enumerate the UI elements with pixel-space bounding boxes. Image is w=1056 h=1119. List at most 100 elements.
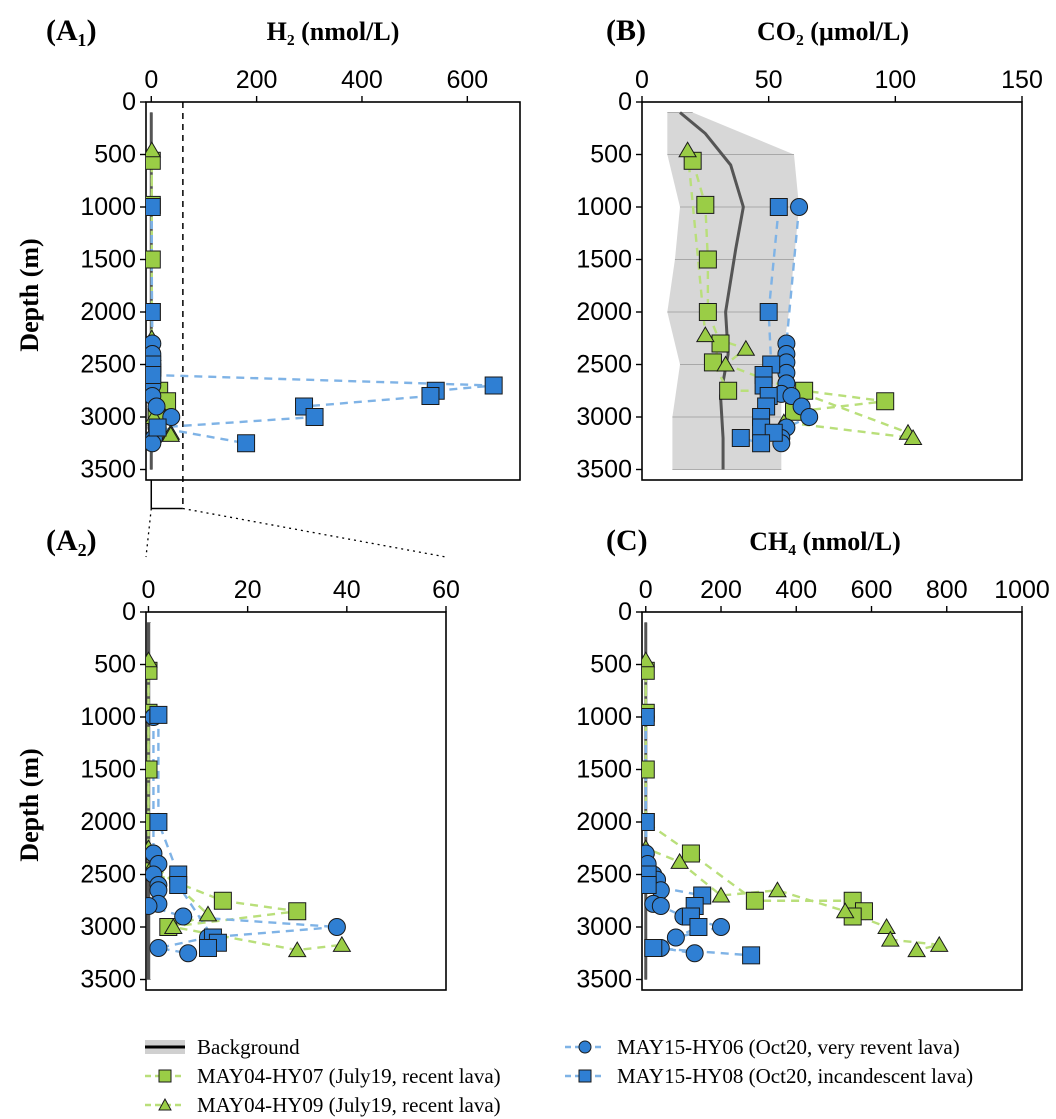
x-tick-label: 100 [874, 66, 916, 94]
data-point-circle [713, 919, 730, 936]
y-tick-label: 3500 [576, 966, 632, 994]
y-tick-label: 500 [590, 651, 632, 679]
x-tick-label: 50 [755, 66, 783, 94]
plot-area [637, 623, 947, 980]
x-tick-label: 0 [142, 576, 156, 604]
y-tick-label: 1500 [80, 756, 136, 784]
x-tick-label: 40 [333, 576, 361, 604]
data-point-circle [791, 199, 808, 216]
y-axis-title: Depth (m) [15, 748, 44, 861]
data-point-square [760, 304, 777, 321]
panel-label: (A₂) [46, 524, 97, 557]
y-tick-label: 3000 [576, 403, 632, 431]
y-tick-label: 500 [94, 141, 136, 169]
data-point-circle [175, 908, 192, 925]
data-point-square [697, 196, 714, 213]
data-point-square [485, 377, 502, 394]
series-line [152, 207, 494, 443]
plot-frame [146, 102, 520, 480]
data-point-triangle [769, 882, 786, 897]
x-tick-label: 200 [700, 576, 742, 604]
data-point-circle [686, 945, 703, 962]
y-tick-label: 3500 [576, 456, 632, 484]
panel-a1: (A₁) H₂ (nmol/L) Depth (m) 0 200 400 600 0 50… [15, 14, 520, 509]
legend-item: MAY04-HY09 (July19, recent lava) [145, 1093, 501, 1117]
y-tick-label: 3000 [80, 403, 136, 431]
x-tick-label: 1000 [994, 576, 1050, 604]
data-point-square [746, 892, 763, 909]
series-line [148, 660, 341, 950]
plot-area [140, 623, 350, 980]
data-point-square [753, 435, 770, 452]
legend-label: MAY15-HY08 (Oct20, incandescent lava) [617, 1064, 973, 1088]
y-tick-label: 0 [618, 88, 632, 116]
y-tick-label: 0 [122, 88, 136, 116]
y-tick-label: 0 [618, 598, 632, 626]
y-tick-label: 0 [122, 598, 136, 626]
data-point-square [149, 419, 166, 436]
x-tick-label: 0 [639, 576, 653, 604]
data-point-square [289, 903, 306, 920]
data-point-square [645, 940, 662, 957]
y-tick-label: 3500 [80, 456, 136, 484]
x-axis-title: H₂ (nmol/L) [267, 17, 400, 46]
y-tick-label: 3500 [80, 966, 136, 994]
y-tick-label: 500 [94, 651, 136, 679]
y-tick-label: 2500 [80, 351, 136, 379]
y-tick-label: 1000 [80, 703, 136, 731]
y-tick-label: 1000 [80, 193, 136, 221]
data-point-square [712, 335, 729, 352]
data-point-square [214, 892, 231, 909]
data-point-square [732, 430, 749, 447]
panel-label: (C) [606, 524, 648, 557]
legend-label: MAY04-HY09 (July19, recent lava) [197, 1093, 501, 1117]
y-axis-title: Depth (m) [15, 238, 44, 351]
legend-item: MAY15-HY08 (Oct20, incandescent lava) [565, 1064, 973, 1088]
series-line [646, 671, 864, 917]
data-point-square [150, 814, 167, 831]
data-point-circle [148, 398, 165, 415]
data-point-square [720, 382, 737, 399]
y-tick-label: 1000 [576, 193, 632, 221]
data-point-square [238, 435, 255, 452]
data-point-circle [328, 919, 345, 936]
y-tick-label: 2500 [80, 861, 136, 889]
data-point-square [770, 199, 787, 216]
x-tick-label: 800 [926, 576, 968, 604]
y-tick-label: 3000 [576, 913, 632, 941]
x-tick-label: 600 [446, 66, 488, 94]
data-point-square [170, 877, 187, 894]
data-point-square [199, 940, 216, 957]
legend-item: MAY15-HY06 (Oct20, very revent lava) [565, 1035, 960, 1059]
data-point-square [150, 706, 167, 723]
zoom-connector [146, 509, 446, 558]
data-point-circle [652, 898, 669, 915]
legend-label: MAY04-HY07 (July19, recent lava) [197, 1064, 501, 1088]
x-axis-title: CH₄ (nmol/L) [749, 527, 901, 556]
panel-label: (B) [606, 14, 646, 47]
x-tick-label: 60 [432, 576, 460, 604]
data-point-square [144, 367, 161, 384]
data-point-square [682, 845, 699, 862]
panel-label: (A₁) [46, 14, 97, 47]
y-tick-label: 1500 [576, 246, 632, 274]
x-tick-label: 400 [775, 576, 817, 604]
y-tick-label: 2000 [576, 298, 632, 326]
legend-item: Background [145, 1035, 300, 1059]
panel-b: (B) CO₂ (µmol/L) 0 50 100 15005001000150020… [576, 14, 1042, 484]
x-tick-label: 0 [635, 66, 649, 94]
y-tick-label: 2000 [80, 298, 136, 326]
data-point-circle [180, 945, 197, 962]
legend: Background MAY04-HY07 (July19, recent lav… [145, 1035, 973, 1117]
data-point-circle [150, 940, 167, 957]
x-tick-label: 200 [236, 66, 278, 94]
x-tick-label: 20 [234, 576, 262, 604]
x-tick-label: 0 [144, 66, 158, 94]
data-point-triangle [333, 937, 350, 952]
data-point-square [422, 388, 439, 405]
legend-marker-square [159, 1070, 171, 1082]
data-point-square [743, 947, 760, 964]
data-point-square [306, 409, 323, 426]
x-axis-title: CO₂ (µmol/L) [757, 17, 909, 46]
